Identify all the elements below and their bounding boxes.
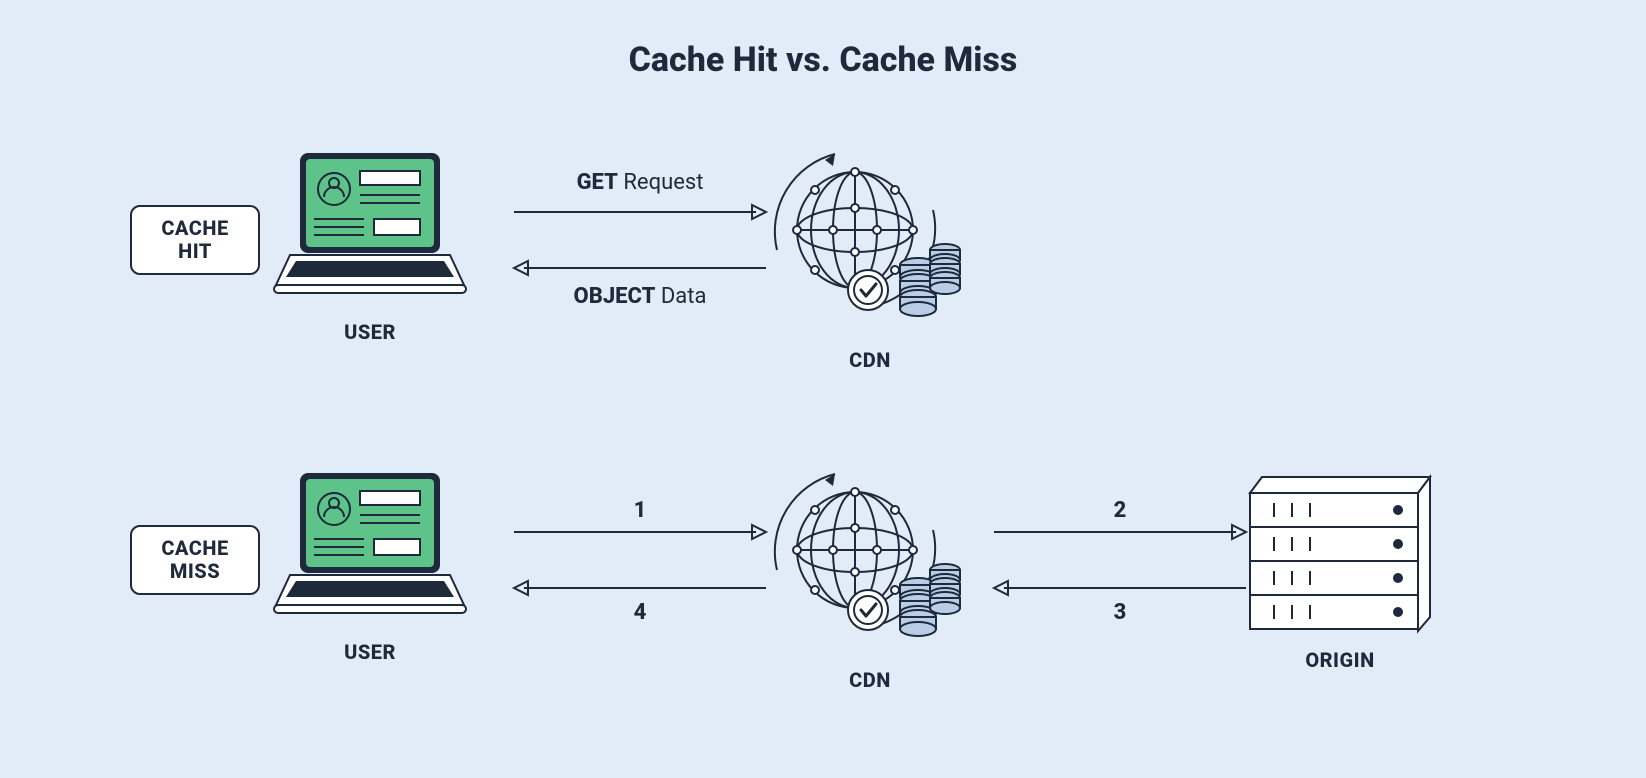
step-4: 4 — [520, 600, 760, 625]
origin-server-icon — [1240, 471, 1440, 645]
cdn-globe-icon — [760, 465, 980, 659]
arrow-pair — [510, 192, 770, 292]
origin-label: ORIGIN — [1220, 648, 1460, 672]
request-text: Request — [618, 170, 704, 195]
data-text: Data — [655, 284, 706, 309]
object-bold: OBJECT — [574, 284, 656, 309]
cdn-globe-icon — [760, 145, 980, 339]
diagram-title: Cache Hit vs. Cache Miss — [0, 40, 1646, 80]
cdn-label: CDN — [750, 348, 990, 372]
user-laptop-icon — [260, 145, 480, 319]
user-label: USER — [250, 320, 490, 344]
object-data-label: OBJECT Data — [520, 284, 760, 309]
step-3: 3 — [1000, 600, 1240, 625]
get-request-label: GET Request — [520, 170, 760, 195]
step-2: 2 — [1000, 498, 1240, 523]
cache-hit-badge-text: CACHE HIT — [161, 217, 228, 263]
user-laptop-icon — [260, 465, 480, 639]
arrow-pair — [510, 512, 770, 612]
step-1: 1 — [520, 498, 760, 523]
arrow-pair — [990, 512, 1250, 612]
user-label: USER — [250, 640, 490, 664]
cdn-label: CDN — [750, 668, 990, 692]
cache-miss-badge: CACHE MISS — [130, 525, 260, 595]
get-bold: GET — [577, 170, 618, 195]
cache-miss-badge-text: CACHE MISS — [161, 537, 228, 583]
cache-hit-badge: CACHE HIT — [130, 205, 260, 275]
diagram-canvas: Cache Hit vs. Cache Miss CACHE HIT USER — [0, 0, 1646, 778]
